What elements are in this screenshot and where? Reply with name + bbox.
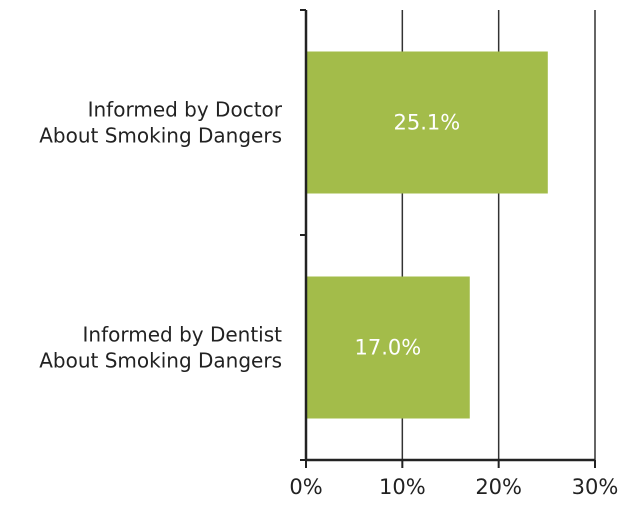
- x-tick-label-10: 10%: [379, 475, 426, 499]
- x-tick-label-30: 30%: [572, 475, 619, 499]
- category-label-0: Informed by Doctor About Smoking Dangers: [39, 98, 283, 148]
- labels: 25.1% Informed by Doctor About Smoking Dan…: [39, 98, 618, 500]
- bars: [306, 51, 548, 419]
- bar-value-label-1: 17.0%: [355, 336, 422, 360]
- x-tick-label-0: 0%: [289, 475, 322, 499]
- x-tick-label-20: 20%: [475, 475, 522, 499]
- bar-1: [306, 276, 470, 419]
- bar-0: [306, 51, 548, 194]
- category-label-1: Informed by Dentist About Smoking Dangers: [39, 323, 282, 373]
- bar-value-label-0: 25.1%: [394, 111, 461, 135]
- axes: [300, 9, 596, 468]
